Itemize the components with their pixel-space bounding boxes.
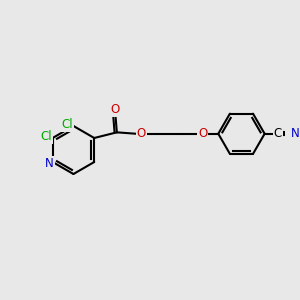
Text: N: N	[291, 127, 300, 140]
Text: N: N	[45, 157, 54, 170]
Text: O: O	[136, 127, 146, 140]
Text: C: C	[274, 127, 282, 140]
Text: Cl: Cl	[61, 118, 73, 131]
Text: O: O	[198, 127, 207, 140]
Text: Cl: Cl	[40, 130, 52, 143]
Text: O: O	[111, 103, 120, 116]
